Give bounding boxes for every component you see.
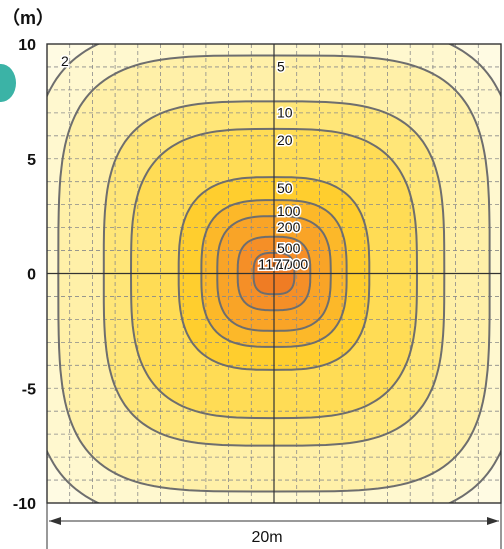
center-value-label: 1177 xyxy=(258,257,290,274)
contour-label-5: 5 xyxy=(277,58,285,74)
contour-label-20: 20 xyxy=(277,132,293,148)
contour-label-50: 50 xyxy=(277,180,293,196)
unit-label: （m） xyxy=(2,8,54,28)
contour-label-200: 200 xyxy=(277,219,301,235)
contour-label-2: 2 xyxy=(61,53,69,69)
scale-bar: 20m xyxy=(46,503,502,549)
y-tick-label: 10 xyxy=(18,37,36,54)
y-tick-label: 0 xyxy=(27,267,36,284)
side-tab-handle[interactable] xyxy=(0,64,16,102)
y-tick-labels: 10 5 0 -5 -10 xyxy=(13,37,36,513)
contour-label-1000: 1000 xyxy=(277,256,308,272)
contour-label-500: 500 xyxy=(277,240,301,256)
y-tick-label: 5 xyxy=(27,152,36,169)
y-tick-label: -5 xyxy=(22,381,36,398)
axes xyxy=(46,43,502,504)
contour-label-100: 100 xyxy=(277,203,301,219)
contour-label-10: 10 xyxy=(277,104,293,120)
scale-label: 20m xyxy=(251,529,282,546)
y-tick-label: -10 xyxy=(13,496,36,513)
